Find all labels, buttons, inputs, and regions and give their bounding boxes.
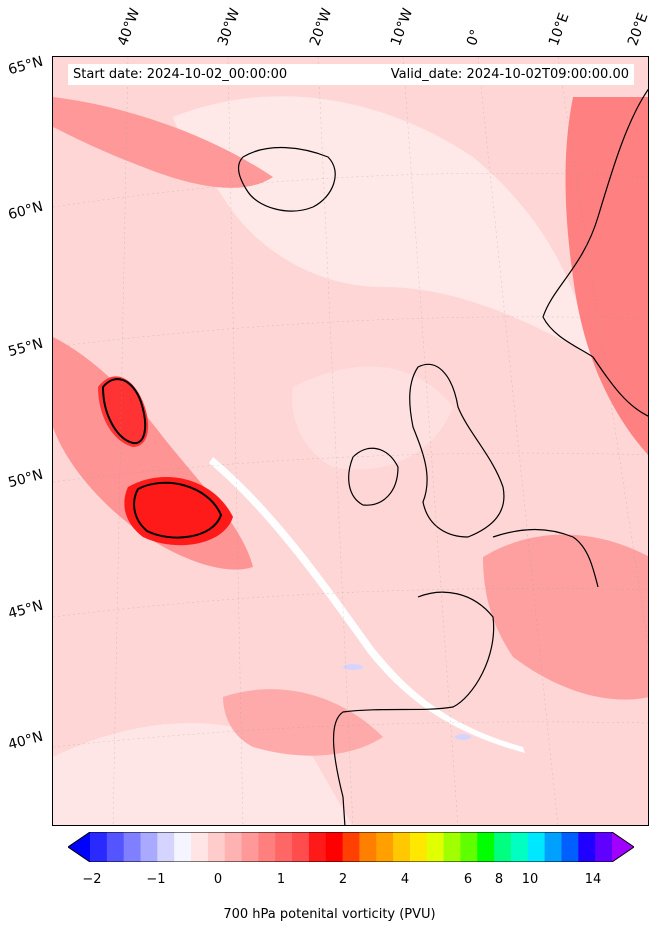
lon-label-10e: 10°E [545, 10, 573, 48]
colorbar-swatch [90, 832, 108, 862]
colorbar-swatch [224, 832, 243, 862]
date-info-bar: Start date: 2024-10-02_00:00:00 Valid_da… [68, 64, 634, 85]
lat-label-45n: 45°N [6, 597, 45, 623]
colorbar-swatch [191, 832, 209, 862]
colorbar-swatch [393, 832, 411, 862]
colorbar-swatch [527, 832, 546, 862]
colorbar-swatch [578, 832, 596, 862]
colorbar-swatch [359, 832, 377, 862]
colorbar-tick-6: 6 [463, 872, 473, 887]
lon-label-30w: 30°W [214, 6, 244, 48]
colorbar-extend-high [612, 832, 634, 862]
colorbar-tick-m2: −2 [82, 872, 102, 887]
pv-map [52, 56, 649, 826]
lon-label-20e: 20°E [624, 10, 652, 48]
colorbar-swatch [157, 832, 175, 862]
colorbar [68, 832, 634, 862]
colorbar-swatch [342, 832, 360, 862]
lon-label-10w: 10°W [387, 6, 417, 48]
colorbar-tick-m1: −1 [146, 872, 166, 887]
lat-label-50n: 50°N [6, 466, 45, 492]
colorbar-tick-2: 2 [338, 872, 348, 887]
colorbar-swatch [106, 832, 125, 862]
colorbar-swatch [494, 832, 512, 862]
colorbar-swatch [325, 832, 344, 862]
colorbar-swatch [510, 832, 529, 862]
colorbar-tick-10: 10 [521, 872, 539, 887]
colorbar-swatch [123, 832, 142, 862]
colorbar-tick-0: 0 [213, 872, 223, 887]
lat-label-60n: 60°N [6, 198, 45, 224]
colorbar-swatch [409, 832, 428, 862]
colorbar-swatch [275, 832, 293, 862]
colorbar-tick-8: 8 [494, 872, 504, 887]
lon-label-20w: 20°W [306, 6, 336, 48]
colorbar-swatch [460, 832, 478, 862]
lat-label-55n: 55°N [6, 335, 45, 361]
colorbar-swatch [207, 832, 226, 862]
colorbar-swatch [292, 832, 310, 862]
lon-label-0: 0° [463, 27, 485, 48]
lat-label-65n: 65°N [6, 53, 45, 79]
colorbar-swatch [595, 832, 613, 862]
colorbar-swatch [477, 832, 495, 862]
colorbar-swatch [561, 832, 579, 862]
start-date-label: Start date: 2024-10-02_00:00:00 [73, 67, 288, 82]
colorbar-tick-4: 4 [400, 872, 410, 887]
lat-label-40n: 40°N [6, 728, 45, 754]
colorbar-swatch [258, 832, 276, 862]
colorbar-swatch [140, 832, 158, 862]
colorbar-swatch [376, 832, 394, 862]
colorbar-swatch [241, 832, 259, 862]
colorbar-swatch [426, 832, 445, 862]
colorbar-tick-1: 1 [276, 872, 286, 887]
colorbar-tick-14: 14 [584, 872, 602, 887]
colorbar-label: 700 hPa potenital vorticity (PVU) [223, 907, 436, 922]
valid-date-label: Valid_date: 2024-10-02T09:00:00.00 [390, 67, 629, 82]
lon-label-40w: 40°W [114, 6, 144, 48]
colorbar-extend-low [68, 832, 90, 862]
colorbar-swatch [443, 832, 461, 862]
colorbar-swatch [174, 832, 192, 862]
colorbar-swatch [308, 832, 327, 862]
colorbar-swatch [544, 832, 562, 862]
